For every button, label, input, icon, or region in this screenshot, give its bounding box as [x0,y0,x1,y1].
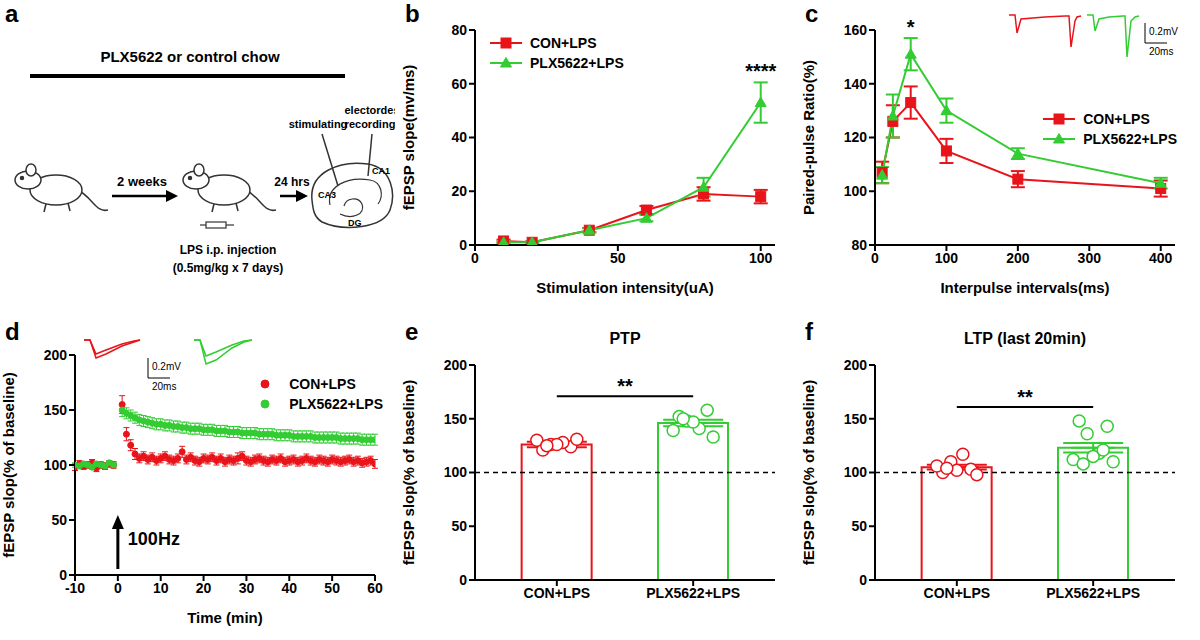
html-text:PLX5622+LPS: PLX5622+LPS [289,396,383,412]
svg-text:100: 100 [749,250,773,266]
svg-text:CON+LPS: CON+LPS [924,585,991,601]
svg-text:PLX5622+LPS: PLX5622+LPS [646,585,740,601]
svg-text:200: 200 [44,347,68,363]
svg-text:150: 150 [844,411,868,427]
svg-text:200: 200 [1006,250,1030,266]
svg-text:0: 0 [471,250,479,266]
svg-text:stimulating: stimulating [289,118,348,130]
svg-text:60: 60 [367,580,383,596]
html-text:a: a [5,0,19,27]
svg-text:200: 200 [844,357,868,373]
svg-text:DG: DG [348,218,362,228]
svg-text:0: 0 [859,572,867,588]
svg-text:20ms: 20ms [152,381,176,392]
html-text:CON+LPS: CON+LPS [289,376,356,392]
svg-text:Stimulation intensity(uA): Stimulation intensity(uA) [536,279,714,296]
svg-text:0.2mV: 0.2mV [152,361,181,372]
svg-text:(0.5mg/kg x 7 days): (0.5mg/kg x 7 days) [173,261,284,275]
svg-text:100Hz: 100Hz [128,529,180,549]
svg-text:0: 0 [459,572,467,588]
svg-text:20: 20 [451,183,467,199]
svg-text:24 hrs: 24 hrs [274,175,310,189]
svg-text:160: 160 [844,22,868,38]
svg-text:2 weeks: 2 weeks [117,174,167,189]
svg-text:recording: recording [345,118,395,130]
svg-text:**: ** [617,375,633,397]
html-text:b: b [405,0,420,27]
svg-text:100: 100 [44,457,68,473]
svg-text:**: ** [1017,386,1033,408]
svg-text:PLX5622+LPS: PLX5622+LPS [1046,585,1140,601]
svg-text:150: 150 [44,402,68,418]
svg-text:10: 10 [153,580,169,596]
svg-text:100: 100 [444,464,468,480]
svg-text:40: 40 [451,129,467,145]
svg-text:50: 50 [451,518,467,534]
svg-text:fEPSP slop(% of baseline): fEPSP slop(% of baseline) [8,372,17,558]
svg-text:120: 120 [844,129,868,145]
svg-text:140: 140 [844,76,868,92]
svg-text:100: 100 [844,183,868,199]
svg-text:60: 60 [451,76,467,92]
svg-text:PLX5622 or control chow: PLX5622 or control chow [100,48,280,65]
svg-text:0: 0 [459,237,467,253]
html-text:c: c [805,0,819,27]
html-text:PLX5622+LPS: PLX5622+LPS [530,55,624,71]
svg-text:100: 100 [844,464,868,480]
html-text:f: f [805,318,813,345]
svg-text:50: 50 [324,580,340,596]
svg-text:400: 400 [1149,250,1173,266]
svg-text:CA3: CA3 [318,190,336,200]
svg-text:200: 200 [444,357,468,373]
html-text:PTP: PTP [609,330,641,347]
svg-text:150: 150 [444,411,468,427]
svg-text:20ms: 20ms [1149,46,1173,57]
svg-text:0: 0 [59,567,67,583]
svg-text:Paired-pulse Ratio(%): Paired-pulse Ratio(%) [800,60,817,215]
html-text:d: d [5,318,20,345]
svg-text:20: 20 [196,580,212,596]
html-text:e: e [405,318,419,345]
svg-text:fEPSP slope(mv/ms): fEPSP slope(mv/ms) [400,65,417,211]
svg-text:80: 80 [851,237,867,253]
svg-text:fEPSP slop(% of baseline): fEPSP slop(% of baseline) [400,380,417,566]
svg-text:0.2mV: 0.2mV [1149,26,1178,37]
svg-text:LPS i.p. injection: LPS i.p. injection [180,243,277,257]
svg-text:CON+LPS: CON+LPS [524,585,591,601]
svg-text:fEPSP slop(% of baseline): fEPSP slop(% of baseline) [800,380,817,566]
svg-text:*: * [907,16,915,38]
svg-text:30: 30 [239,580,255,596]
svg-text:****: **** [745,60,776,82]
html-text:CON+LPS: CON+LPS [1083,111,1150,127]
html-text:LTP (last 20min): LTP (last 20min) [963,330,1086,347]
svg-text:CA1: CA1 [372,166,390,176]
svg-text:-10: -10 [65,580,85,596]
html-text:PLX5622+LPS: PLX5622+LPS [1083,131,1177,147]
svg-text:100: 100 [935,250,959,266]
html-text:CON+LPS: CON+LPS [530,35,597,51]
svg-text:50: 50 [851,518,867,534]
svg-text:80: 80 [451,22,467,38]
svg-text:0: 0 [114,580,122,596]
svg-text:Interpulse intervals(ms): Interpulse intervals(ms) [940,279,1109,296]
svg-text:Time (min): Time (min) [187,609,263,626]
svg-text:0: 0 [871,250,879,266]
svg-text:300: 300 [1078,250,1102,266]
svg-text:50: 50 [610,250,626,266]
svg-text:electordes: electordes [344,104,395,116]
svg-text:40: 40 [281,580,297,596]
svg-text:50: 50 [51,512,67,528]
